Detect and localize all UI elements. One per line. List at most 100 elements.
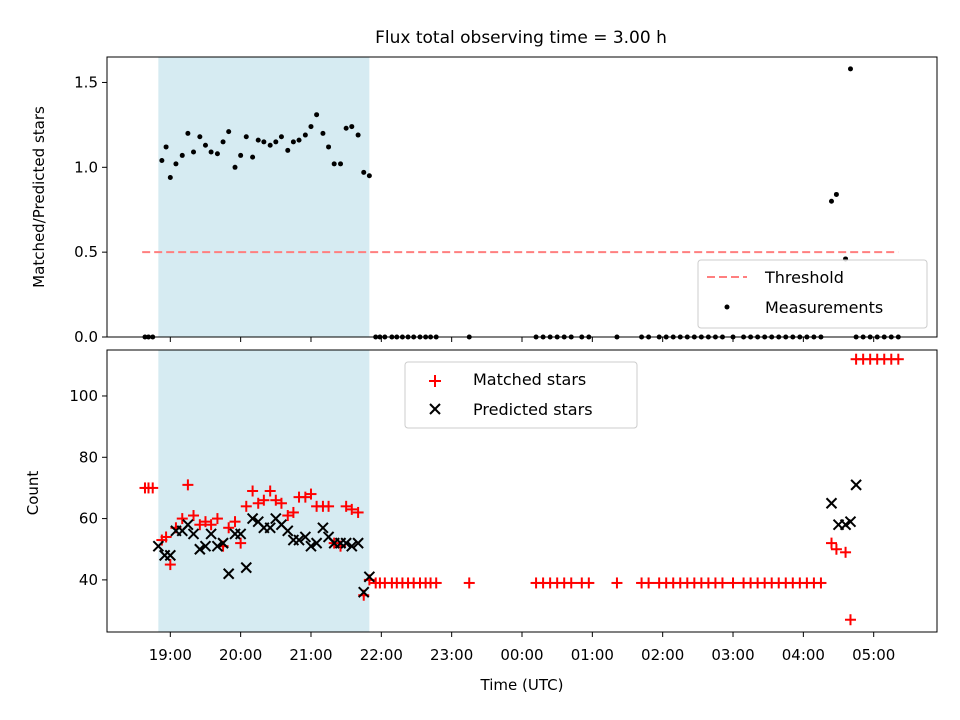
matched-star-point [264, 485, 276, 497]
bottom-x-ticks: 19:00 20:00 21:00 22:00 23:00 00:00 01:00 02:00… [149, 632, 895, 664]
predicted-star-point-b [340, 537, 352, 549]
matched-star-point [240, 500, 252, 512]
predicted-star-point-b [305, 540, 317, 552]
x-tick-label: 23:00 [430, 646, 473, 664]
predicted-star-point [152, 540, 165, 552]
bottom-observing-window [158, 350, 370, 632]
measurement-point [159, 158, 165, 164]
matched-star-point [205, 519, 217, 531]
matched-star-point [211, 513, 223, 525]
matched-star-point [840, 546, 852, 558]
measurement-point [320, 130, 326, 136]
predicted-star-point [182, 519, 194, 531]
measurement-point [226, 129, 232, 135]
measurement-point [214, 151, 220, 157]
matched-star-point [830, 543, 842, 555]
predicted-star-point-b [152, 540, 165, 552]
measurement-point [285, 147, 291, 153]
matched-star-point [199, 516, 211, 528]
measurement-point [185, 130, 191, 136]
matched-star-point [223, 522, 235, 534]
measurement-point [273, 139, 279, 145]
measurement-point [308, 124, 314, 130]
x-tick-label: 05:00 [852, 646, 895, 664]
measurement-point [833, 191, 839, 197]
matched-star-point [229, 516, 241, 528]
matched-star-point [270, 494, 282, 506]
matched-star-point [430, 577, 442, 589]
predicted-star-point [299, 531, 312, 543]
predicted-star-point [164, 549, 177, 562]
matched-star-point [164, 559, 176, 571]
predicted-star-point [187, 528, 200, 540]
predicted-star-point-b [234, 528, 247, 540]
bottom-y-tick-label: 60 [79, 510, 98, 528]
measurement-point [208, 149, 214, 155]
measurement-point [828, 198, 834, 204]
predicted-star-point [844, 515, 857, 528]
predicted-star-point-b [164, 549, 177, 562]
bottom-y-axis-label: Count [24, 471, 42, 516]
measurement-point [243, 134, 249, 140]
matched-star-point [565, 577, 577, 589]
matched-star-point [340, 500, 352, 512]
matched-star-point [352, 506, 364, 518]
legend-matched-swatch [429, 375, 441, 387]
predicted-star-point-b [211, 540, 224, 552]
predicted-star-point [222, 568, 235, 580]
measurement-point [314, 112, 320, 118]
matched-star-point [346, 503, 358, 515]
x-tick-label: 00:00 [500, 646, 543, 664]
predicted-star-point [240, 561, 252, 574]
predicted-star-point [317, 522, 329, 534]
x-tick-label: 03:00 [711, 646, 754, 664]
predicted-star-point-b [246, 512, 259, 525]
predicted-star-point-b [358, 586, 370, 598]
measurement-point [202, 142, 208, 148]
matched-star-point [176, 513, 188, 525]
bottom-y-tick-label: 100 [69, 387, 98, 405]
predicted-star-point-b [282, 525, 294, 537]
predicted-star-point-b [317, 522, 329, 534]
predicted-star-point-b [187, 528, 200, 540]
predicted-star-point [217, 537, 229, 549]
x-tick-label: 20:00 [219, 646, 262, 664]
bottom-y-tick-label: 40 [79, 571, 98, 589]
measurement-point [255, 137, 261, 143]
x-tick-label: 01:00 [571, 646, 614, 664]
predicted-star-point [363, 571, 376, 583]
top-observing-window [158, 57, 370, 337]
matched-star-point [825, 537, 837, 549]
predicted-star-point-b [217, 537, 229, 549]
x-axis-label: Time (UTC) [480, 676, 564, 694]
predicted-star-point-b [363, 571, 376, 583]
measurement-point [326, 144, 332, 150]
legend-predicted-swatch [429, 403, 441, 415]
matched-star-point [287, 506, 299, 518]
measurement-point [847, 66, 853, 72]
predicted-star-point [282, 525, 294, 537]
legend-predicted-label: Predicted stars [473, 400, 593, 419]
measurement-point [197, 134, 203, 140]
measurement-point [179, 152, 185, 158]
x-tick-label: 19:00 [149, 646, 192, 664]
predicted-star-point-b [270, 512, 282, 525]
x-tick-label: 02:00 [641, 646, 684, 664]
bottom-panel: 40 60 80 100 19:00 20:00 21:00 22:00 23:00 00:00… [24, 349, 938, 694]
matched-star-point [463, 577, 475, 589]
matched-star-point [583, 577, 595, 589]
measurement-point [343, 125, 349, 131]
x-tick-label: 22:00 [360, 646, 403, 664]
predicted-star-point-b [322, 531, 335, 543]
matched-star-point [258, 494, 270, 506]
measurement-point [163, 144, 169, 150]
measurement-point [366, 173, 372, 179]
measurement-point [290, 139, 296, 145]
top-panel: 0.0 0.5 1.0 1.5 Matched/Predicted stars Thr… [30, 56, 938, 346]
predicted-star-point-b [825, 497, 838, 509]
chart-title: Flux total observing time = 3.00 h [375, 28, 667, 48]
predicted-star-point-b [844, 515, 857, 528]
measurement-point [331, 161, 337, 167]
matched-star-point [160, 531, 172, 543]
